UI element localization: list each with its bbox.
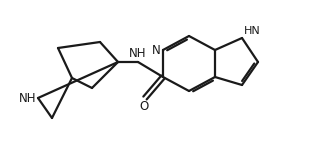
Text: NH: NH [19, 92, 36, 105]
Text: HN: HN [244, 26, 261, 36]
Text: O: O [140, 100, 149, 113]
Text: N: N [152, 44, 161, 56]
Text: NH: NH [129, 47, 147, 60]
